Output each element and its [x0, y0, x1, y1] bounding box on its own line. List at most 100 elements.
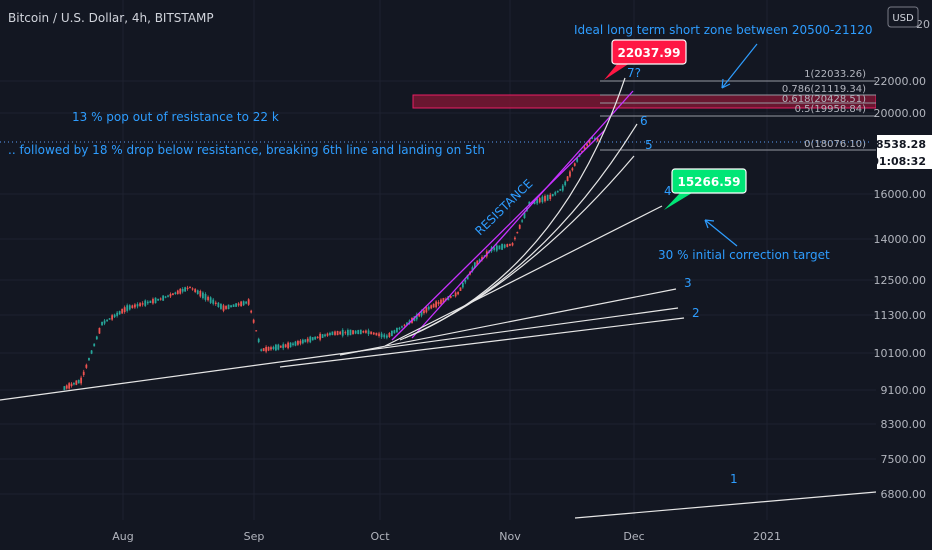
candle [162, 295, 165, 301]
candle [324, 334, 326, 337]
annotation-short-zone: Ideal long term short zone between 20500… [574, 23, 873, 37]
candle [230, 305, 232, 308]
candle [440, 299, 442, 305]
candle [222, 305, 225, 311]
line-label-4: 4 [664, 184, 672, 198]
callout-high-box [611, 39, 687, 65]
candle [423, 310, 425, 314]
candle [146, 301, 149, 304]
callout-low-pointer [664, 193, 692, 210]
candle [245, 301, 248, 304]
candle [103, 320, 106, 324]
price-tick: 8300.00 [881, 418, 927, 431]
candle [509, 243, 511, 246]
candle [344, 332, 347, 334]
candle [144, 300, 147, 306]
candle [454, 292, 457, 297]
candle [583, 147, 586, 150]
resistance-line[interactable] [391, 129, 606, 341]
candle [331, 331, 334, 336]
candle [359, 329, 362, 335]
trendline-2[interactable] [279, 317, 685, 368]
candle [538, 198, 541, 203]
candle [319, 333, 322, 340]
line-label-6: 6 [640, 114, 648, 128]
price-tick: 12500.00 [874, 274, 927, 287]
candle [541, 196, 544, 203]
callout-high-pointer [604, 63, 630, 80]
candle [272, 346, 275, 350]
candle [270, 347, 272, 350]
candle [136, 304, 139, 307]
currency-button[interactable] [887, 6, 919, 28]
candle [314, 336, 317, 340]
candle [131, 305, 134, 308]
time-axis[interactable] [0, 520, 932, 550]
candle [121, 308, 124, 314]
candle [564, 181, 567, 186]
annotation-correction: 30 % initial correction target [658, 248, 830, 262]
callout-high[interactable]: 22037.99 [604, 39, 687, 80]
candle [159, 298, 162, 300]
candle [174, 292, 177, 294]
candle [169, 293, 172, 297]
candle [68, 383, 71, 389]
candle [154, 297, 157, 304]
candle [511, 243, 514, 246]
candle [561, 185, 564, 191]
candle [75, 380, 78, 385]
callout-low[interactable]: 15266.59 [664, 168, 747, 210]
price-axis[interactable] [876, 0, 932, 520]
candle [481, 257, 483, 260]
candle [93, 343, 96, 347]
arrow-short-zone-head [721, 78, 731, 89]
candle [588, 139, 591, 143]
candle [70, 383, 73, 387]
price-tick: 22000.00 [874, 75, 927, 88]
candle [378, 333, 380, 337]
candle [591, 136, 594, 139]
candle [362, 330, 365, 333]
candle [227, 304, 230, 310]
trendline-main[interactable] [0, 307, 679, 401]
trendline-1[interactable] [574, 491, 877, 519]
candle [202, 292, 204, 299]
candle [375, 332, 378, 336]
candle [586, 143, 588, 146]
candle [380, 333, 383, 338]
candle [90, 350, 93, 354]
trendline-3[interactable] [339, 288, 677, 356]
trendline-4[interactable] [384, 205, 663, 347]
resistance-line-upper[interactable] [411, 90, 634, 339]
trendline-7[interactable] [409, 77, 626, 337]
candle [514, 237, 516, 240]
candle [549, 194, 552, 199]
candle [388, 332, 391, 338]
date-tick: 2021 [753, 530, 781, 543]
candle [573, 163, 576, 166]
candle [594, 138, 596, 140]
candle [95, 336, 98, 340]
candle [194, 289, 197, 293]
candle [277, 344, 280, 350]
symbol-title[interactable]: Bitcoin / U.S. Dollar, 4h, BITSTAMP [8, 11, 214, 25]
candle [149, 300, 152, 303]
candle [370, 331, 373, 335]
candle [354, 330, 357, 334]
candle [123, 307, 126, 313]
candle [365, 330, 367, 333]
arrow-correction-head [704, 219, 715, 229]
current-price-label: 18538.28 [868, 138, 926, 151]
date-tick: Nov [499, 530, 521, 543]
candle [546, 194, 549, 201]
candle [294, 341, 297, 346]
candle [326, 333, 329, 336]
candle [191, 288, 194, 290]
candle [220, 304, 222, 309]
price-tick: 10100.00 [874, 347, 927, 360]
fib-label-1: 1(22033.26) [804, 69, 866, 80]
candle [329, 332, 331, 336]
candle [566, 176, 569, 182]
candle [101, 321, 103, 326]
